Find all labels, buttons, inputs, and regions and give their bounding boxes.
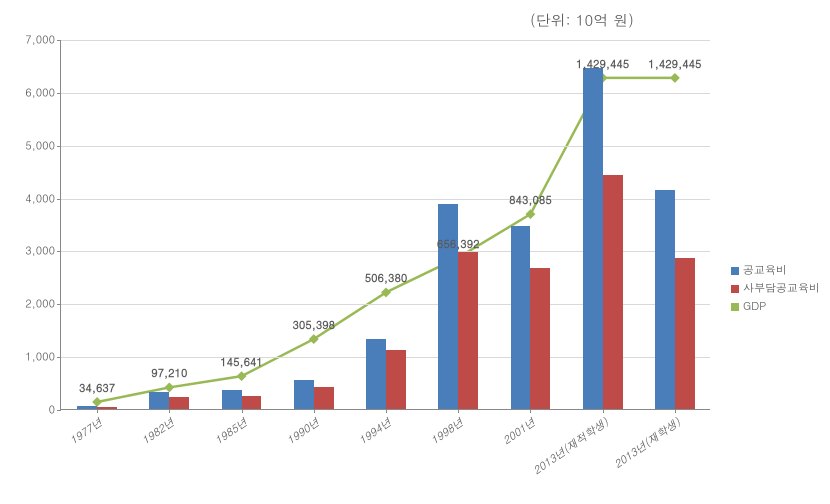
category: 1998년 xyxy=(422,40,494,409)
x-tick-mark xyxy=(314,409,315,413)
x-tick-mark xyxy=(603,409,604,413)
x-tick-mark xyxy=(242,409,243,413)
x-tick-mark xyxy=(530,409,531,413)
bar-series-2 xyxy=(169,397,189,409)
legend-swatch-line xyxy=(731,303,739,311)
y-tick-label: 1,000 xyxy=(11,350,61,365)
category: 1977년 xyxy=(61,40,133,409)
bar-series-1 xyxy=(222,390,242,409)
category: 2013년(재적학생) xyxy=(567,40,639,409)
legend-item: 사부담공교육비 xyxy=(731,281,820,296)
legend-item: GDP xyxy=(731,299,820,314)
y-tick-label: 4,000 xyxy=(11,191,61,206)
bar-series-1 xyxy=(583,68,603,409)
bar-series-2 xyxy=(97,407,117,409)
x-tick-label: 1985년 xyxy=(212,415,251,448)
x-tick-label: 2001년 xyxy=(500,415,539,448)
category: 1982년 xyxy=(133,40,205,409)
x-tick-label: 1977년 xyxy=(67,415,106,448)
plot-area: 01,0002,0003,0004,0005,0006,0007,0001977… xyxy=(60,40,710,410)
category: 1994년 xyxy=(350,40,422,409)
y-tick-label: 7,000 xyxy=(11,33,61,48)
x-tick-mark xyxy=(675,409,676,413)
x-tick-mark xyxy=(97,409,98,413)
bar-series-2 xyxy=(386,350,406,409)
x-tick-mark xyxy=(386,409,387,413)
y-tick-label: 3,000 xyxy=(11,244,61,259)
x-tick-label: 1998년 xyxy=(428,415,467,448)
gdp-data-label: 34,637 xyxy=(79,381,115,396)
legend-swatch-bar2 xyxy=(731,285,739,293)
x-tick-label: 2013년(재적학생) xyxy=(530,415,611,478)
gdp-data-label: 97,210 xyxy=(151,366,187,381)
category: 1990년 xyxy=(278,40,350,409)
x-tick-mark xyxy=(169,409,170,413)
unit-label: (단위: 10억 원) xyxy=(530,10,634,31)
gdp-data-label: 1,429,445 xyxy=(576,57,629,72)
legend-item: 공교육비 xyxy=(731,263,820,278)
legend: 공교육비 사부담공교육비 GDP xyxy=(731,260,820,317)
x-tick-mark xyxy=(458,409,459,413)
legend-swatch-bar1 xyxy=(731,267,739,275)
bar-series-1 xyxy=(366,339,386,409)
gdp-data-label: 305,398 xyxy=(292,318,335,333)
bar-series-1 xyxy=(294,380,314,409)
bar-series-2 xyxy=(675,258,695,409)
y-tick-label: 5,000 xyxy=(11,138,61,153)
bar-series-1 xyxy=(438,204,458,409)
bar-series-1 xyxy=(655,190,675,409)
gdp-data-label: 1,429,445 xyxy=(648,57,701,72)
bar-series-1 xyxy=(77,406,97,409)
gdp-data-label: 145,641 xyxy=(220,355,263,370)
bar-series-1 xyxy=(149,392,169,409)
legend-label: 공교육비 xyxy=(743,263,787,278)
category: 2013년(재학생) xyxy=(639,40,711,409)
bar-series-2 xyxy=(530,268,550,409)
category: 2001년 xyxy=(494,40,566,409)
x-tick-label: 1994년 xyxy=(356,415,395,448)
bar-series-2 xyxy=(603,175,623,409)
gdp-data-label: 656,392 xyxy=(437,237,480,252)
category: 1985년 xyxy=(205,40,277,409)
bar-series-1 xyxy=(511,226,531,409)
gdp-data-label: 506,380 xyxy=(365,271,408,286)
bar-series-2 xyxy=(242,396,262,409)
x-tick-label: 1990년 xyxy=(284,415,323,448)
y-tick-label: 6,000 xyxy=(11,85,61,100)
x-tick-label: 1982년 xyxy=(139,415,178,448)
legend-label: GDP xyxy=(743,299,766,314)
legend-label: 사부담공교육비 xyxy=(743,281,820,296)
y-tick-label: 2,000 xyxy=(11,297,61,312)
x-tick-label: 2013년(재학생) xyxy=(611,415,683,472)
y-tick-label: 0 xyxy=(11,403,61,418)
bar-series-2 xyxy=(314,387,334,409)
gdp-data-label: 843,085 xyxy=(509,193,552,208)
chart-container: (단위: 10억 원) 공교육비 사부담공교육비 GDP 01,0002,000… xyxy=(0,0,830,504)
bar-series-2 xyxy=(458,252,478,410)
